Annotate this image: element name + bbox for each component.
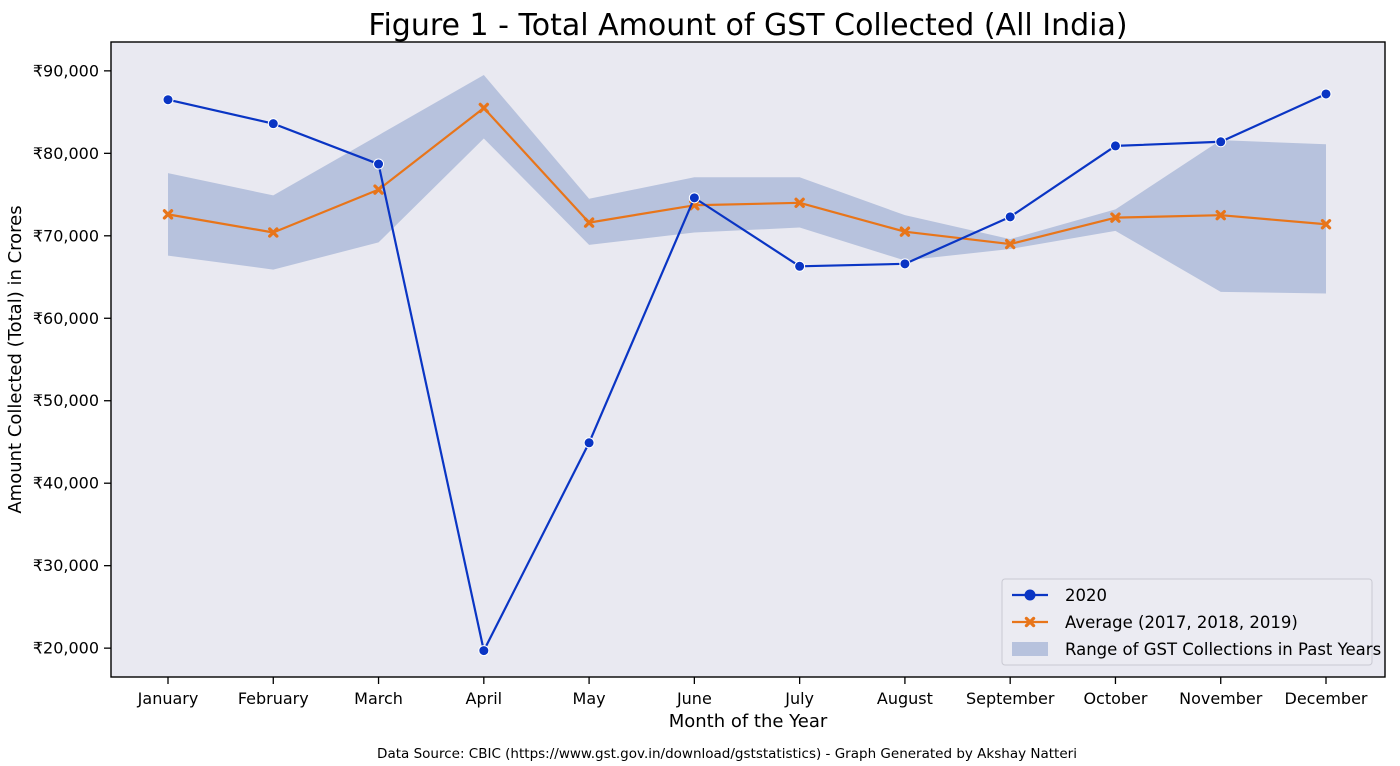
- legend-label-average: Average (2017, 2018, 2019): [1065, 613, 1298, 632]
- point-average-10: [1215, 209, 1226, 221]
- x-axis-label: Month of the Year: [669, 711, 828, 732]
- series-line-2020: [167, 92, 1327, 652]
- y-tick-label-3: ₹50,000: [33, 391, 99, 410]
- point-2020-1: [267, 118, 279, 130]
- legend-label-range: Range of GST Collections in Past Years: [1065, 640, 1381, 659]
- x-tick-label-0: January: [137, 689, 199, 708]
- legend-marker-x-icon: [1024, 616, 1036, 628]
- y-tick-label-1: ₹30,000: [33, 556, 99, 575]
- point-average-6: [794, 197, 805, 209]
- point-2020-11: [1320, 88, 1332, 100]
- plot-area: [111, 42, 1385, 677]
- point-2020-3: [478, 645, 490, 657]
- y-tick-label-7: ₹90,000: [33, 61, 99, 80]
- x-tick-label-1: February: [238, 689, 309, 708]
- legend-marker-circle-icon: [1024, 589, 1036, 601]
- point-average-7: [899, 226, 911, 237]
- point-average-2: [373, 184, 384, 195]
- y-axis: ₹20,000 ₹30,000 ₹40,000 ₹50,000 ₹60,000 ₹70,0…: [33, 61, 111, 658]
- legend-swatch-range: [1012, 642, 1048, 656]
- x-tick-label-6: July: [784, 689, 814, 708]
- point-2020-9: [1109, 140, 1121, 152]
- x-tick-label-4: May: [573, 689, 606, 708]
- x-tick-label-7: August: [877, 689, 933, 708]
- y-axis-label: Amount Collected (Total) in Crores: [5, 205, 26, 513]
- legend-label-2020: 2020: [1065, 586, 1107, 605]
- point-2020-4: [583, 437, 595, 449]
- legend-box: [1001, 578, 1373, 666]
- x-tick-label-9: October: [1083, 689, 1147, 708]
- point-average-1: [268, 227, 279, 238]
- y-tick-label-4: ₹60,000: [33, 309, 99, 328]
- x-tick-label-5: June: [676, 689, 712, 708]
- point-2020-7: [899, 258, 911, 270]
- x-tick-label-3: April: [466, 689, 503, 708]
- legend-item-average: Average (2017, 2018, 2019): [1012, 613, 1298, 632]
- legend-item-2020: 2020: [1012, 586, 1107, 605]
- series-2020: [162, 88, 1332, 657]
- legend-item-range: Range of GST Collections in Past Years: [1012, 640, 1381, 659]
- point-average-9: [1110, 212, 1121, 223]
- x-tick-label-10: November: [1179, 689, 1263, 708]
- point-average-0: [162, 209, 174, 220]
- point-2020-0: [162, 94, 174, 106]
- series-line-average: [167, 106, 1327, 246]
- point-2020-2: [373, 158, 385, 170]
- x-tick-label-2: March: [354, 689, 403, 708]
- point-average-8: [1004, 238, 1016, 250]
- series-average: [162, 102, 1332, 250]
- legend: 2020 Average (2017, 2018, 2019) Range of…: [1001, 578, 1381, 666]
- y-tick-label-2: ₹40,000: [33, 474, 99, 493]
- point-2020-6: [794, 260, 806, 272]
- chart-title: Figure 1 - Total Amount of GST Collected…: [368, 8, 1127, 43]
- point-average-11: [1320, 219, 1332, 230]
- y-tick-label-5: ₹70,000: [33, 226, 99, 245]
- x-axis: January February March April May June July Augu…: [137, 677, 1368, 708]
- point-2020-5: [688, 192, 700, 204]
- plot-frame: [110, 41, 1386, 678]
- x-tick-label-11: December: [1285, 689, 1368, 708]
- y-tick-label-0: ₹20,000: [33, 639, 99, 658]
- y-tick-label-6: ₹80,000: [33, 144, 99, 163]
- x-tick-label-8: September: [966, 689, 1055, 708]
- point-2020-8: [1004, 211, 1016, 223]
- data-source-footnote: Data Source: CBIC (https://www.gst.gov.i…: [377, 746, 1077, 762]
- series-layer: [162, 88, 1332, 657]
- point-average-4: [583, 217, 595, 228]
- point-2020-10: [1215, 136, 1227, 148]
- point-average-3: [478, 102, 490, 114]
